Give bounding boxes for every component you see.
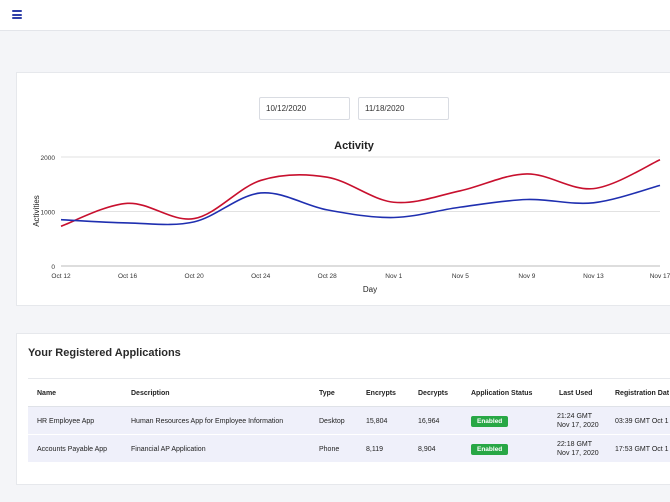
app-description: Financial AP Application (131, 445, 206, 453)
app-encrypts: 8,119 (366, 445, 383, 453)
app-decrypts: 16,964 (418, 417, 440, 425)
app-type: Phone (319, 445, 340, 453)
col-encrypts: Encrypts (366, 389, 396, 397)
last-used: 21:24 GMT Nov 17, 2020 (557, 407, 599, 435)
last-used-date: Nov 17, 2020 (557, 422, 599, 429)
start-date-input[interactable] (259, 97, 350, 120)
last-used-time: 22:18 GMT (557, 441, 593, 448)
series-line-2 (60, 184, 661, 226)
col-type: Type (319, 389, 335, 397)
status-badge: Enabled (471, 415, 509, 427)
col-registration: Registration Dat (615, 389, 670, 397)
app-name: HR Employee App (37, 417, 95, 425)
y-axis-label: Activities (32, 195, 41, 227)
apps-title: Your Registered Applications (28, 347, 181, 359)
app-decrypts: 8,904 (418, 445, 436, 453)
registration-date: 03:39 GMT Oct 1 (615, 417, 669, 425)
x-tick-label: Oct 28 (318, 273, 338, 280)
table-row[interactable]: HR Employee App Human Resources App for … (28, 407, 670, 435)
x-tick-label: Oct 24 (251, 273, 271, 280)
x-tick-label: Nov 17 (650, 273, 670, 280)
x-tick-label: Oct 20 (185, 273, 205, 280)
status-cell: Enabled (471, 435, 509, 463)
last-used-date: Nov 17, 2020 (557, 450, 599, 457)
col-last-used: Last Used (559, 389, 593, 397)
last-used-time: 21:24 GMT (557, 413, 593, 420)
hamburger-menu-icon[interactable] (12, 10, 22, 19)
x-tick-label: Oct 12 (51, 273, 71, 280)
x-tick-label: Nov 13 (583, 273, 604, 280)
app-type: Desktop (319, 417, 345, 425)
y-tick-label: 0 (51, 264, 55, 271)
x-tick-label: Nov 9 (518, 273, 535, 280)
x-tick-label: Oct 16 (118, 273, 138, 280)
col-decrypts: Decrypts (418, 389, 448, 397)
series-line-1 (60, 158, 661, 227)
last-used: 22:18 GMT Nov 17, 2020 (557, 435, 599, 463)
top-bar (0, 0, 670, 31)
y-tick-label: 2000 (41, 155, 56, 162)
activity-card: Activity Activities Day 0 1000 2000 Oct 12 O… (16, 72, 670, 306)
chart-title: Activity (334, 140, 375, 152)
x-tick-label: Nov 5 (452, 273, 469, 280)
registration-date: 17:53 GMT Oct 1 (615, 445, 669, 453)
registered-apps-card: Your Registered Applications Name Descri… (16, 333, 670, 485)
table-header-row: Name Description Type Encrypts Decrypts … (28, 379, 670, 407)
status-cell: Enabled (471, 407, 509, 435)
col-status: Application Status (471, 389, 533, 397)
end-date-input[interactable] (358, 97, 449, 120)
x-axis-label: Day (363, 285, 377, 294)
x-tick-label: Nov 1 (385, 273, 402, 280)
app-encrypts: 15,804 (366, 417, 388, 425)
status-badge: Enabled (471, 443, 509, 455)
app-name: Accounts Payable App (37, 445, 108, 453)
y-tick-label: 1000 (41, 210, 56, 217)
activity-chart: Activity Activities Day 0 1000 2000 Oct 12 O… (32, 140, 670, 294)
apps-table: Name Description Type Encrypts Decrypts … (28, 378, 670, 463)
app-description: Human Resources App for Employee Informa… (131, 417, 284, 425)
col-description: Description (131, 389, 170, 397)
col-name: Name (37, 389, 57, 397)
table-row[interactable]: Accounts Payable App Financial AP Applic… (28, 435, 670, 463)
